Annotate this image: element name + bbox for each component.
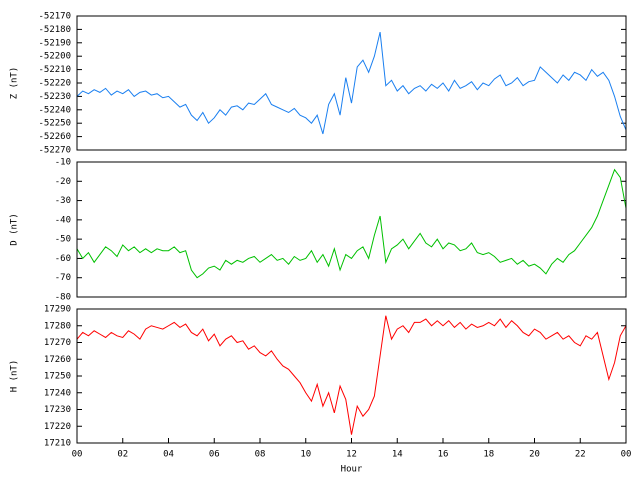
y-tick-label: 17240 xyxy=(44,388,71,398)
y-axis-label: H (nT) xyxy=(10,360,20,393)
y-tick-label: 17220 xyxy=(44,422,71,432)
y-tick-label: -52220 xyxy=(38,79,71,89)
x-tick-label: 08 xyxy=(255,450,266,460)
data-line xyxy=(76,168,627,279)
y-tick-label: 17210 xyxy=(44,439,71,449)
data-line xyxy=(76,31,627,135)
y-tick-label: -30 xyxy=(55,196,71,206)
x-tick-label: 06 xyxy=(209,450,220,460)
y-tick-label: -52200 xyxy=(38,52,71,62)
x-tick-label: 22 xyxy=(575,450,586,460)
y-tick-label: 17290 xyxy=(44,305,71,315)
x-tick-label: 14 xyxy=(392,450,403,460)
x-tick-label: 04 xyxy=(163,450,174,460)
x-tick-label: 12 xyxy=(346,450,357,460)
y-tick-label: -50 xyxy=(55,235,71,245)
y-tick-label: 17270 xyxy=(44,338,71,348)
y-tick-label: -52240 xyxy=(38,105,71,115)
y-tick-label: -52260 xyxy=(38,132,71,142)
x-tick-label: 16 xyxy=(438,450,449,460)
y-tick-label: -52180 xyxy=(38,25,71,35)
y-tick-label: 17230 xyxy=(44,405,71,415)
y-tick-label: -52190 xyxy=(38,38,71,48)
y-axis-label: Z (nT) xyxy=(10,67,20,100)
data-line xyxy=(76,315,627,435)
y-tick-label: -52250 xyxy=(38,119,71,129)
x-tick-label: 10 xyxy=(300,450,311,460)
plot-frame xyxy=(76,15,627,151)
y-tick-label: 17280 xyxy=(44,321,71,331)
y-tick-label: 17260 xyxy=(44,355,71,365)
y-tick-label: -70 xyxy=(55,273,71,283)
y-tick-label: -60 xyxy=(55,254,71,264)
y-tick-label: -80 xyxy=(55,293,71,303)
y-tick-label: -40 xyxy=(55,215,71,225)
y-tick-label: 17250 xyxy=(44,372,71,382)
x-tick-label: 18 xyxy=(483,450,494,460)
y-tick-label: -10 xyxy=(55,158,71,168)
plot-frame xyxy=(76,308,627,444)
y-tick-label: -20 xyxy=(55,177,71,187)
x-tick-label: 02 xyxy=(117,450,128,460)
y-axis-label: D (nT) xyxy=(10,213,20,246)
plot-frame xyxy=(76,161,627,298)
x-axis-label: Hour xyxy=(341,465,363,475)
x-tick-label: 20 xyxy=(529,450,540,460)
y-tick-label: -52210 xyxy=(38,65,71,75)
y-tick-label: -52270 xyxy=(38,146,71,156)
y-tick-label: -52170 xyxy=(38,12,71,22)
y-tick-label: -52230 xyxy=(38,92,71,102)
x-tick-label: 00 xyxy=(72,450,83,460)
x-tick-label: 00 xyxy=(621,450,632,460)
